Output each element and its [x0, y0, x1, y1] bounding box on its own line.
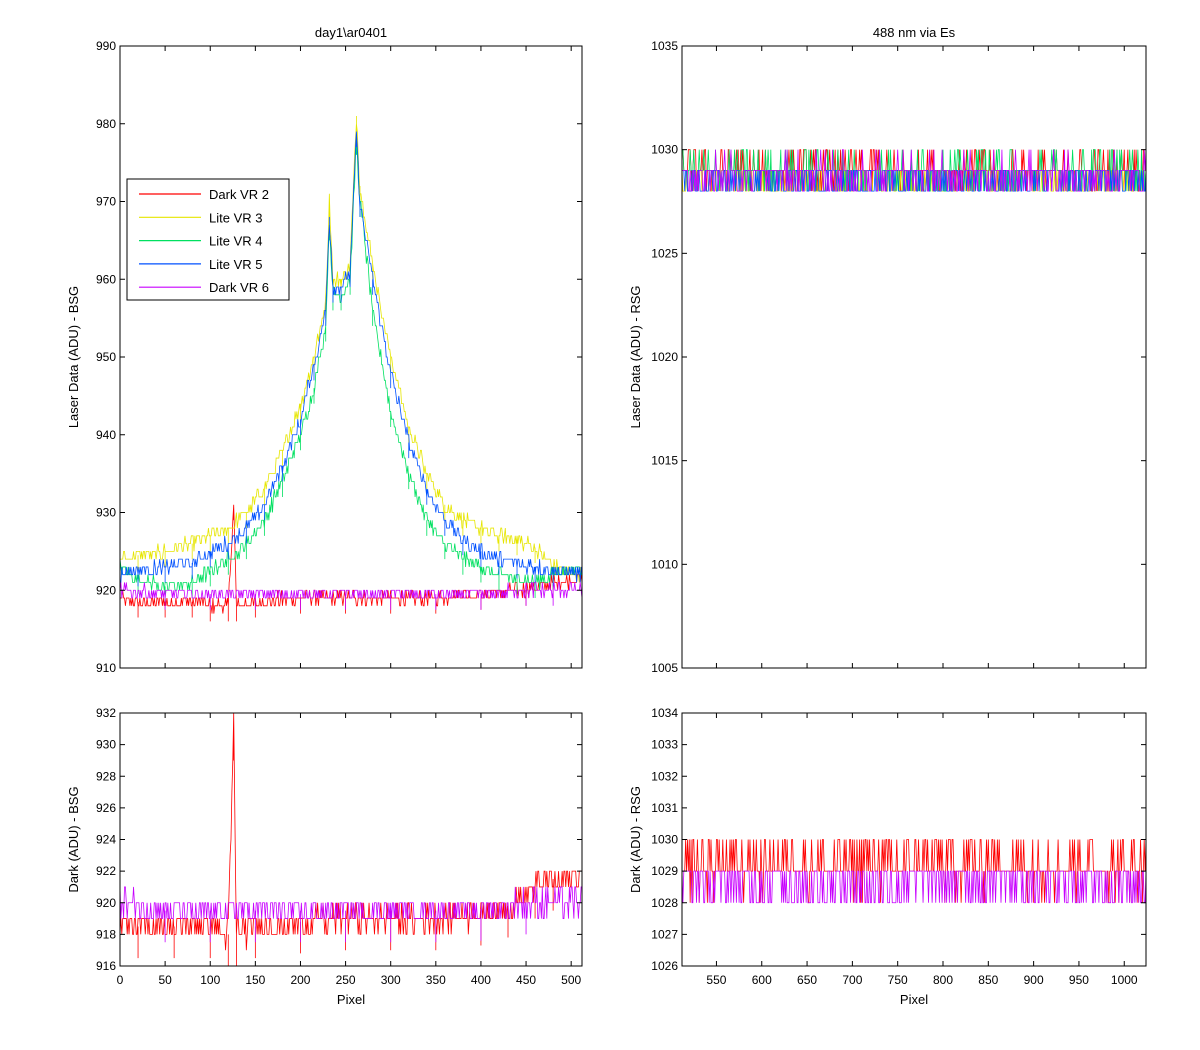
series-line-1 — [120, 886, 582, 943]
chart-top-right: 1005 1010 1015 1020 1025 1030 1035 488 nm via E… — [628, 25, 1147, 675]
y-tick-label: 930 — [96, 506, 116, 520]
y-tick-label: 1031 — [651, 801, 678, 815]
y-tick-label: 922 — [96, 864, 116, 878]
legend-entry: Lite VR 5 — [209, 257, 262, 272]
y-axis-label: Laser Data (ADU) - BSG — [66, 286, 81, 428]
data-layer — [120, 115, 582, 622]
y-tick-label: 950 — [96, 350, 116, 364]
x-tick-label: 600 — [752, 973, 772, 987]
x-axis-label: Pixel — [337, 992, 365, 1007]
x-axis-label: Pixel — [900, 992, 928, 1007]
chart-bottom-left: 916 918 920 922 924 926 928 930 932 0 50 100 150 200 2… — [66, 706, 583, 1007]
y-tick-label: 910 — [96, 661, 116, 675]
series-line-1 — [120, 115, 582, 591]
x-tick-label: 500 — [561, 973, 581, 987]
series-line-4 — [682, 149, 1146, 217]
x-tick-label: 300 — [381, 973, 401, 987]
y-tick-label: 918 — [96, 927, 116, 941]
y-axis-label: Dark (ADU) - BSG — [66, 786, 81, 892]
series-line-3 — [120, 131, 582, 591]
x-tick-label: 700 — [842, 973, 862, 987]
x-tick-label: 450 — [516, 973, 536, 987]
data-layer — [682, 839, 1146, 944]
legend-entry: Lite VR 3 — [209, 210, 262, 225]
x-tick-label: 350 — [426, 973, 446, 987]
plot-area — [682, 713, 1146, 966]
legend-entry: Dark VR 2 — [209, 187, 269, 202]
y-tick-label: 960 — [96, 272, 116, 286]
y-tick-label: 1035 — [651, 39, 678, 53]
y-tick-label: 924 — [96, 833, 116, 847]
series-line-1 — [682, 870, 1146, 944]
data-layer — [682, 149, 1146, 223]
y-tick-label: 1005 — [651, 661, 678, 675]
y-tick-label: 916 — [96, 959, 116, 973]
chart-title: 488 nm via Es — [873, 25, 956, 40]
y-tick-label: 1026 — [651, 959, 678, 973]
x-tick-label: 950 — [1069, 973, 1089, 987]
chart-title: day1\ar0401 — [315, 25, 387, 40]
y-tick-label: 920 — [96, 583, 116, 597]
y-tick-label: 1033 — [651, 738, 678, 752]
y-tick-label: 1025 — [651, 246, 678, 260]
x-tick-label: 750 — [888, 973, 908, 987]
y-tick-label: 928 — [96, 769, 116, 783]
y-tick-label: 970 — [96, 195, 116, 209]
y-tick-label: 1034 — [651, 706, 678, 720]
x-tick-label: 1000 — [1111, 973, 1138, 987]
y-axis-label: Laser Data (ADU) - RSG — [628, 285, 643, 428]
x-tick-label: 900 — [1024, 973, 1044, 987]
plot-area — [120, 46, 582, 668]
chart-top-left: 910 920 930 940 950 960 970 980 990 day1\ar0401 La… — [66, 25, 583, 675]
y-tick-label: 930 — [96, 738, 116, 752]
x-tick-label: 850 — [978, 973, 998, 987]
y-tick-label: 940 — [96, 428, 116, 442]
y-tick-label: 1010 — [651, 557, 678, 571]
plot-area — [120, 713, 582, 966]
x-tick-label: 250 — [336, 973, 356, 987]
y-tick-label: 1030 — [651, 143, 678, 157]
x-tick-label: 50 — [158, 973, 172, 987]
y-tick-label: 920 — [96, 896, 116, 910]
x-tick-label: 100 — [200, 973, 220, 987]
legend-entry: Dark VR 6 — [209, 280, 269, 295]
y-tick-label: 926 — [96, 801, 116, 815]
x-tick-label: 550 — [706, 973, 726, 987]
y-tick-label: 932 — [96, 706, 116, 720]
x-tick-label: 400 — [471, 973, 491, 987]
y-tick-label: 1028 — [651, 896, 678, 910]
y-tick-label: 990 — [96, 39, 116, 53]
x-tick-label: 150 — [245, 973, 265, 987]
y-axis-label: Dark (ADU) - RSG — [628, 786, 643, 893]
legend: Dark VR 2 Lite VR 3 Lite VR 4 Lite VR 5 Dark… — [126, 178, 290, 301]
plot-area — [682, 46, 1146, 668]
y-tick-label: 1032 — [651, 769, 678, 783]
y-tick-label: 1020 — [651, 350, 678, 364]
data-layer — [120, 713, 582, 966]
y-tick-label: 1015 — [651, 454, 678, 468]
series-line-4 — [120, 582, 582, 610]
legend-box — [126, 178, 290, 301]
y-tick-label: 980 — [96, 117, 116, 131]
x-tick-label: 650 — [797, 973, 817, 987]
x-tick-label: 0 — [117, 973, 124, 987]
chart-bottom-right: 1026 1027 1028 1029 1030 1031 1032 1033 1034 550 6… — [628, 706, 1147, 1007]
y-tick-label: 1029 — [651, 864, 678, 878]
y-tick-label: 1030 — [651, 833, 678, 847]
x-tick-label: 800 — [933, 973, 953, 987]
x-tick-label: 200 — [290, 973, 310, 987]
legend-entry: Lite VR 4 — [209, 234, 262, 249]
y-tick-label: 1027 — [651, 927, 678, 941]
